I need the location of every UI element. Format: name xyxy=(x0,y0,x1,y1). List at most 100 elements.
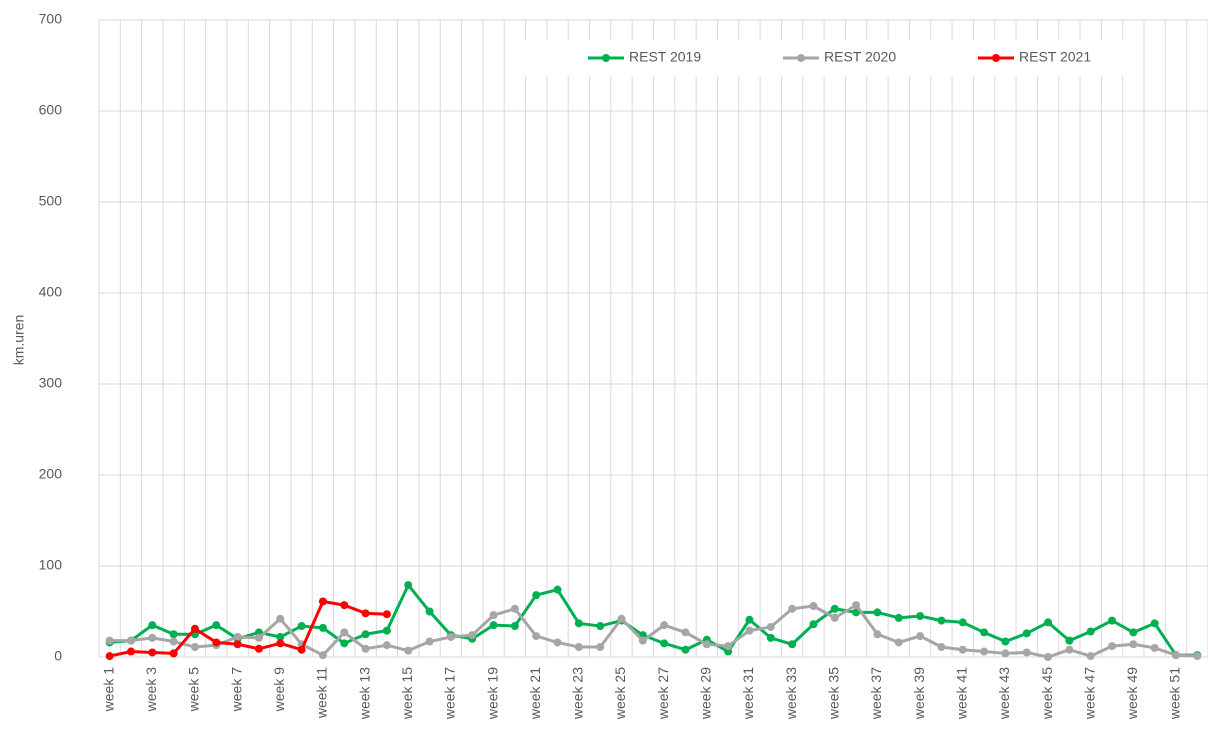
series-point xyxy=(382,626,391,635)
series-point xyxy=(1193,652,1202,661)
series-point xyxy=(1065,645,1074,654)
series-point xyxy=(510,622,519,631)
series-point xyxy=(148,648,157,657)
series-point xyxy=(830,613,839,622)
x-tick-label: week 45 xyxy=(1039,667,1055,720)
y-tick-label: 600 xyxy=(39,102,63,118)
series-point xyxy=(318,623,327,632)
series-point xyxy=(126,647,135,656)
x-tick-label: week 13 xyxy=(356,667,372,720)
series-point xyxy=(425,637,434,646)
x-tick-label: week 43 xyxy=(996,667,1012,720)
legend-marker xyxy=(602,54,610,62)
x-tick-label: week 15 xyxy=(399,667,415,720)
series-point xyxy=(1022,648,1031,657)
series-point xyxy=(233,640,242,649)
series-point xyxy=(724,642,733,651)
series-point xyxy=(553,585,562,594)
x-tick-label: week 37 xyxy=(868,667,884,720)
series-point xyxy=(574,619,583,628)
series-point xyxy=(1086,627,1095,636)
series-point xyxy=(1108,616,1117,625)
series-point xyxy=(1172,651,1181,660)
legend-marker xyxy=(797,54,805,62)
series-point xyxy=(489,621,498,630)
series-point xyxy=(1150,619,1159,628)
x-tick-label: week 1 xyxy=(100,667,116,713)
x-tick-label: week 7 xyxy=(228,667,244,713)
series-point xyxy=(276,614,285,623)
series-point xyxy=(617,614,626,623)
series-point xyxy=(745,615,754,624)
series-point xyxy=(574,642,583,651)
series-point xyxy=(382,641,391,650)
series-point xyxy=(766,622,775,631)
series-point xyxy=(937,642,946,651)
series-point xyxy=(1022,629,1031,638)
y-tick-label: 500 xyxy=(39,193,63,209)
x-tick-label: week 41 xyxy=(953,667,969,720)
series-line xyxy=(109,603,1198,659)
y-tick-label: 0 xyxy=(54,648,62,664)
series-point xyxy=(596,622,605,631)
series-point xyxy=(297,622,306,631)
series-point xyxy=(276,632,285,641)
series-point xyxy=(425,607,434,616)
series-point xyxy=(1129,640,1138,649)
series-point xyxy=(489,611,498,620)
x-tick-label: week 31 xyxy=(740,667,756,720)
series-point xyxy=(766,633,775,642)
y-tick-label: 100 xyxy=(39,557,63,573)
y-tick-label: 200 xyxy=(39,466,63,482)
x-tick-label: week 19 xyxy=(484,667,500,720)
series-point xyxy=(148,621,157,630)
series-point xyxy=(148,633,157,642)
series-point xyxy=(340,628,349,637)
x-tick-label: week 39 xyxy=(911,667,927,720)
series-point xyxy=(126,636,135,645)
series-point xyxy=(190,642,199,651)
series-point xyxy=(1044,618,1053,627)
y-tick-label: 700 xyxy=(39,11,63,27)
series-point xyxy=(852,601,861,610)
series-point xyxy=(404,646,413,655)
series-point xyxy=(169,630,178,639)
x-tick-label: week 9 xyxy=(271,667,287,713)
series-point xyxy=(446,632,455,641)
series-point xyxy=(1044,653,1053,661)
series-point xyxy=(745,626,754,635)
series-point xyxy=(532,591,541,600)
series-point xyxy=(404,581,413,590)
series-point xyxy=(958,618,967,627)
series-point xyxy=(916,632,925,641)
series-point xyxy=(468,631,477,640)
series-point xyxy=(958,645,967,654)
x-tick-label: week 51 xyxy=(1167,667,1183,720)
series-point xyxy=(852,608,861,617)
series-point xyxy=(190,624,199,633)
series-point xyxy=(169,649,178,658)
series-point xyxy=(788,604,797,613)
legend-label: REST 2019 xyxy=(629,49,701,65)
series-point xyxy=(169,637,178,646)
x-tick-label: week 21 xyxy=(527,667,543,720)
x-tick-label: week 33 xyxy=(783,667,799,720)
x-tick-label: week 5 xyxy=(186,667,202,713)
series-point xyxy=(1065,636,1074,645)
legend-label: REST 2020 xyxy=(824,49,896,65)
series-point xyxy=(212,638,221,647)
y-tick-label: 300 xyxy=(39,375,63,391)
series-point xyxy=(254,644,263,653)
series-point xyxy=(254,633,263,642)
series-point xyxy=(233,632,242,641)
x-tick-label: week 25 xyxy=(612,667,628,720)
series-point xyxy=(660,639,669,648)
y-axis-label: km.uren xyxy=(11,315,27,366)
series-point xyxy=(105,652,114,661)
series-point xyxy=(318,651,327,660)
series-point xyxy=(830,604,839,613)
series-point xyxy=(1129,628,1138,637)
series-point xyxy=(1086,652,1095,661)
series-point xyxy=(532,632,541,641)
